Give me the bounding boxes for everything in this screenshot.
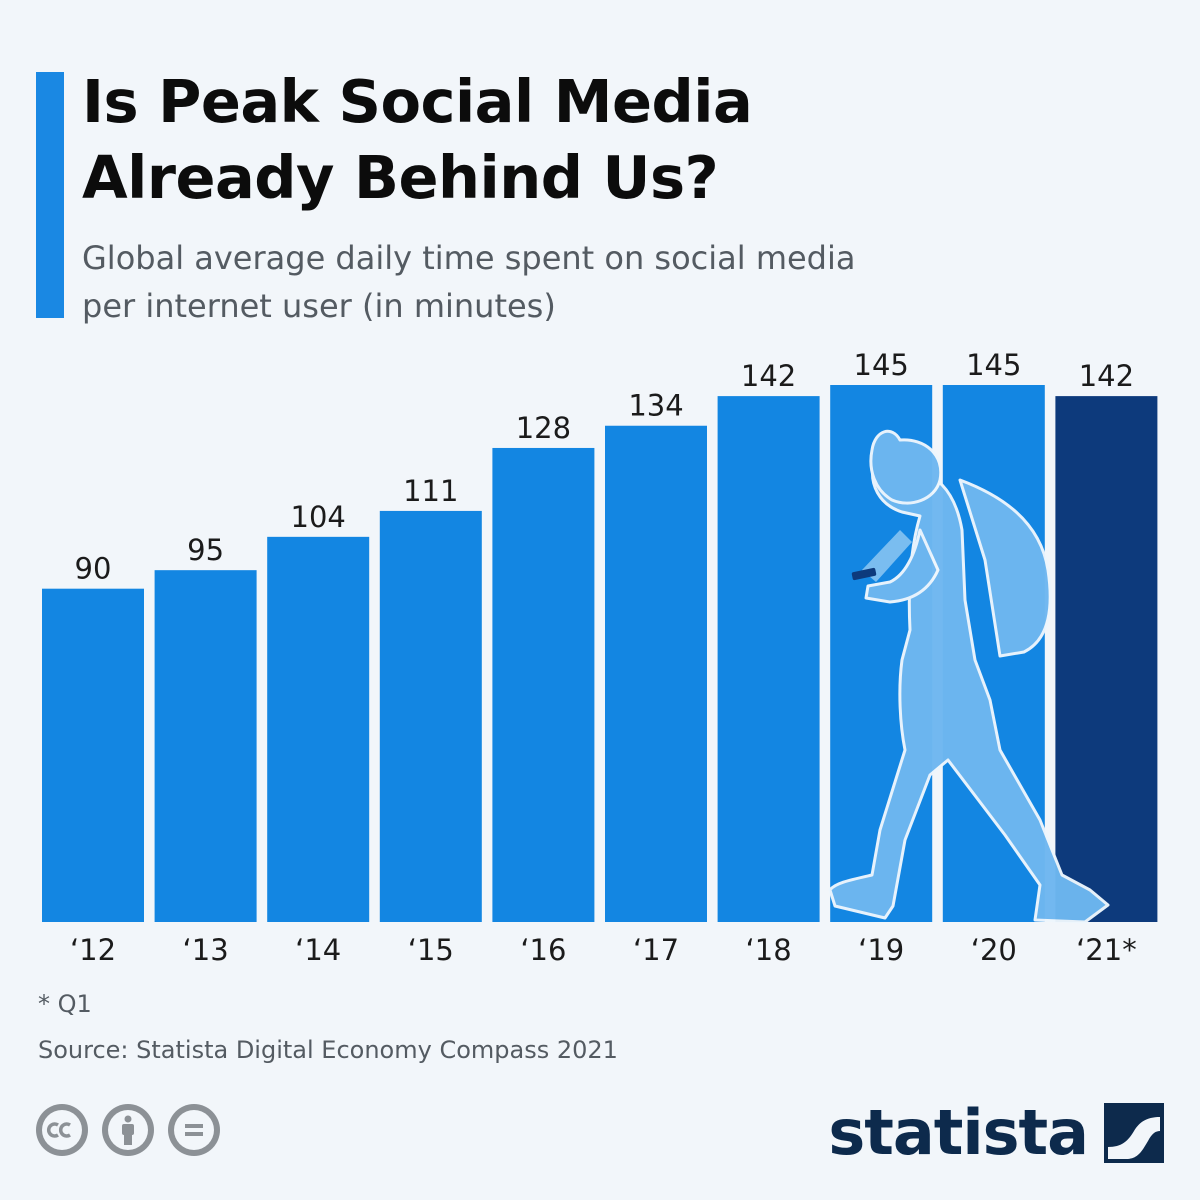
category-label-0: ‘12 xyxy=(70,933,116,967)
bar-6 xyxy=(717,396,820,922)
statista-mark-icon xyxy=(1104,1103,1164,1163)
value-label-3: 111 xyxy=(403,474,458,508)
title-accent-bar xyxy=(36,72,64,318)
source-note: Source: Statista Digital Economy Compass… xyxy=(38,1036,618,1064)
person-backpack xyxy=(958,478,1052,658)
bar-5 xyxy=(605,425,707,922)
statista-logo[interactable]: statista xyxy=(828,1098,1164,1168)
category-label-7: ‘19 xyxy=(858,933,904,967)
category-label-9: ‘21* xyxy=(1076,933,1137,967)
value-label-6: 142 xyxy=(741,359,796,393)
value-label-0: 90 xyxy=(75,552,112,586)
person-body xyxy=(828,449,1110,924)
attribution-icon[interactable] xyxy=(102,1104,154,1156)
value-label-5: 134 xyxy=(628,389,683,423)
page-title: Is Peak Social Media Already Behind Us? xyxy=(82,67,753,212)
bar-3 xyxy=(379,510,482,922)
category-label-6: ‘18 xyxy=(746,933,792,967)
phone-icon xyxy=(851,567,877,581)
bar-1 xyxy=(154,570,257,922)
category-label-5: ‘17 xyxy=(633,933,679,967)
value-label-9: 142 xyxy=(1079,359,1134,393)
logo-wordmark: statista xyxy=(828,1096,1089,1169)
person-arm xyxy=(864,528,940,604)
category-label-4: ‘16 xyxy=(520,933,566,967)
category-label-8: ‘20 xyxy=(971,933,1017,967)
bar-0 xyxy=(42,588,144,922)
bar-2 xyxy=(267,536,370,922)
walking-person-illustration xyxy=(828,429,1110,924)
category-label-1: ‘13 xyxy=(183,933,229,967)
no-derivatives-icon[interactable] xyxy=(168,1104,220,1156)
value-label-1: 95 xyxy=(187,533,224,567)
bar-9 xyxy=(1055,396,1158,922)
cc-icon[interactable] xyxy=(36,1104,88,1156)
page-subtitle: Global average daily time spent on socia… xyxy=(82,239,856,325)
footnote: * Q1 xyxy=(38,990,92,1018)
category-label-2: ‘14 xyxy=(295,933,341,967)
value-label-4: 128 xyxy=(516,411,571,445)
license-icons xyxy=(36,1104,220,1156)
value-labels-layer: 90 95 104 111 128 134 142 145 145 142 xyxy=(75,348,1135,586)
bars-layer xyxy=(42,385,1158,922)
value-label-2: 104 xyxy=(291,500,346,534)
category-labels-layer: ‘12 ‘13 ‘14 ‘15 ‘16 ‘17 ‘18 ‘19 ‘20 ‘21* xyxy=(70,933,1137,967)
category-label-3: ‘15 xyxy=(408,933,454,967)
value-label-8: 145 xyxy=(966,348,1021,382)
value-label-7: 145 xyxy=(854,348,909,382)
person-head xyxy=(869,429,943,505)
bar-4 xyxy=(492,447,595,922)
